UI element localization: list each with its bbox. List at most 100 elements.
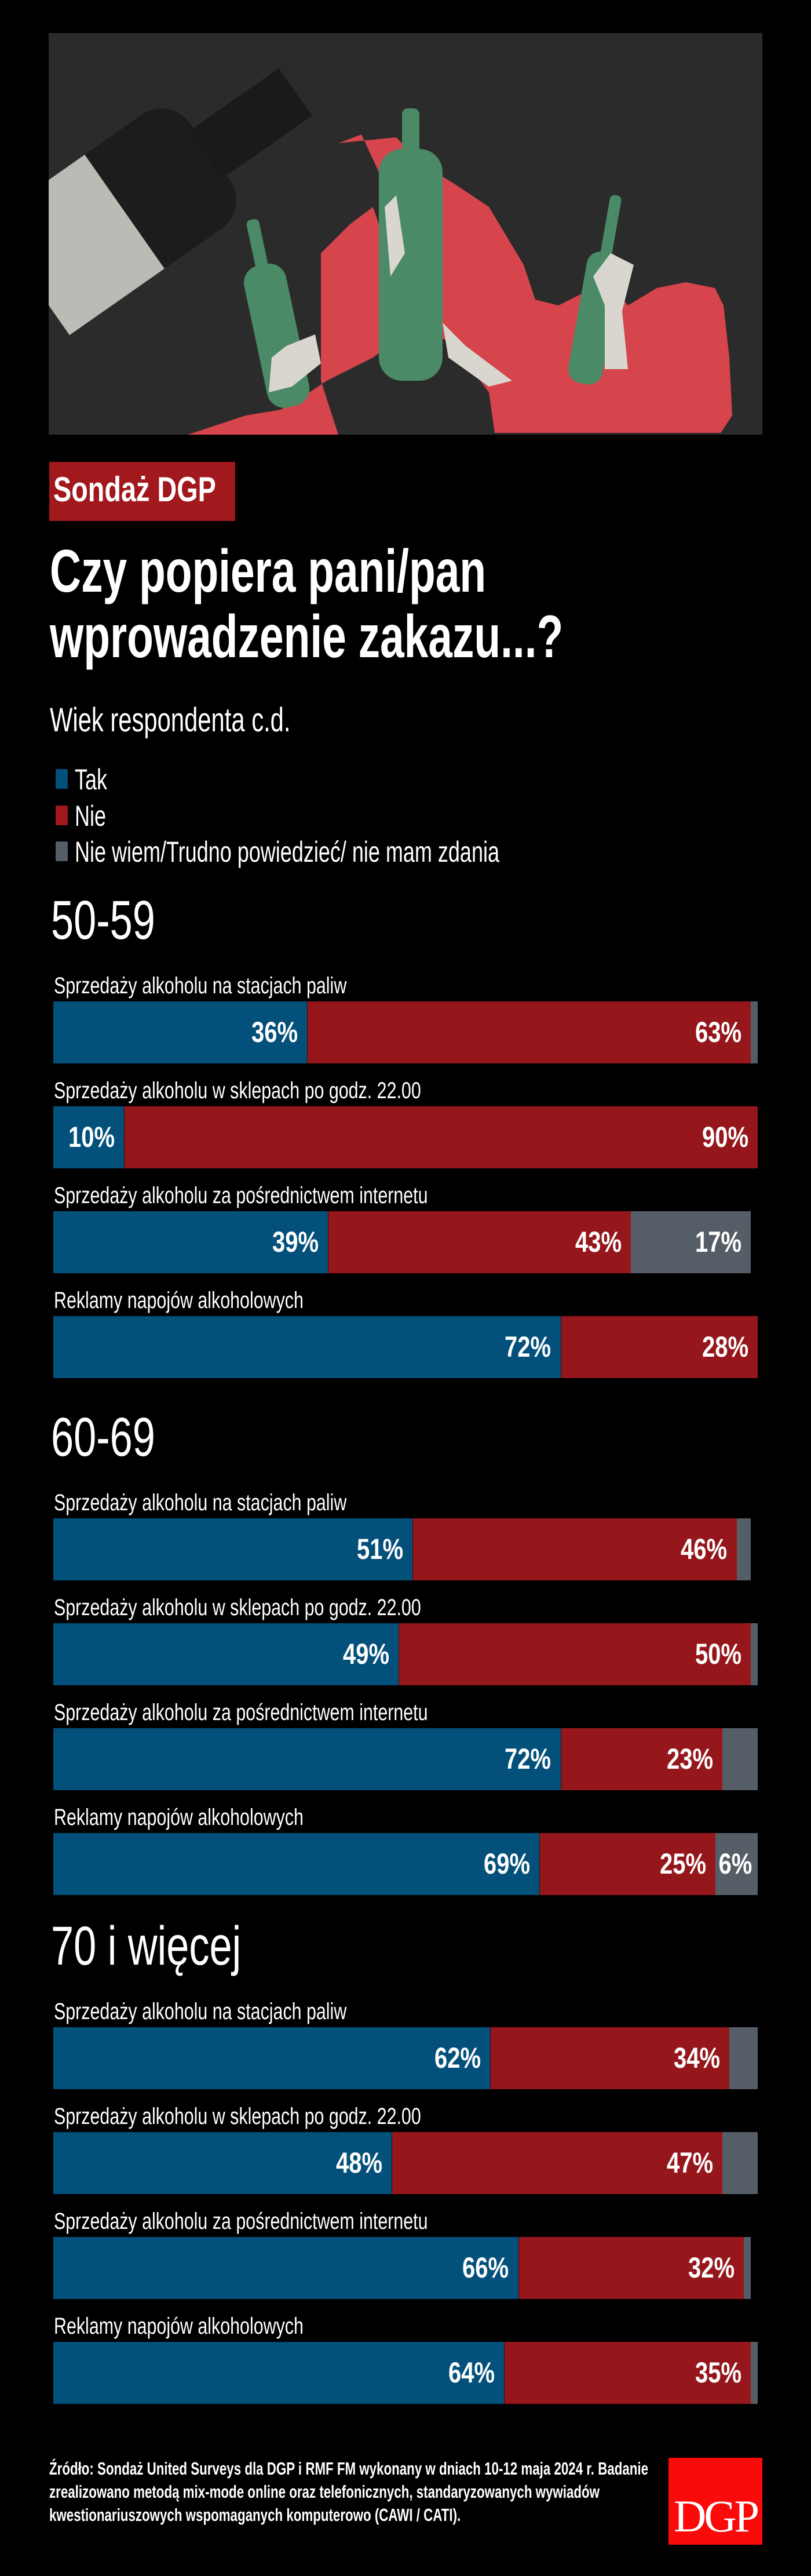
stacked-bar: 39% 43% 17% [53,1211,758,1273]
page-title: Czy popiera pani/pan wprowadzenie zakazu… [50,539,763,670]
row-label-text: Sprzedaży alkoholu w sklepach po godz. 2… [54,1078,421,1103]
bar-segment-tak: 36% [53,1001,307,1063]
row-label: Sprzedaży alkoholu na stacjach paliw [54,2000,439,2023]
bar-segment-nie-wiem [736,1518,751,1580]
stacked-bar: 36% 63% [53,1001,758,1063]
bar-segment-tak: 72% [53,1316,561,1378]
subtitle-text: Wiek respondenta c.d. [50,701,291,739]
pct-nie: 35% [695,2356,741,2389]
dgp-logo-icon: DGP [673,2491,759,2541]
pct-nie-wiem: 17% [695,1226,741,1258]
stacked-bar: 10% 90% [53,1106,758,1168]
stacked-bar: 62% 34% [53,2027,758,2089]
title-line-2: wprowadzenie zakazu...? [50,603,564,671]
pct-nie: 34% [674,2042,721,2074]
bar-segment-nie: 25% [539,1833,716,1895]
pct-tak: 72% [505,1331,551,1363]
row-label-text: Reklamy napojów alkoholowych [54,1805,304,1830]
row-label-text: Sprzedaży alkoholu za pośrednictwem inte… [54,2209,428,2234]
group-heading-50-59: 50-59 [51,893,192,948]
pct-tak: 10% [68,1121,115,1153]
row-label: Sprzedaży alkoholu w sklepach po godz. 2… [54,2105,537,2128]
stacked-bar: 66% 32% [53,2237,758,2299]
stacked-bar: 49% 50% [53,1623,758,1685]
bar-segment-nie-wiem [722,1728,758,1790]
row-label-text: Sprzedaży alkoholu na stacjach paliw [54,973,347,999]
pct-tak: 64% [448,2356,495,2389]
pct-nie: 90% [702,1121,748,1153]
pct-nie: 46% [681,1533,728,1565]
hero-illustration [49,33,762,435]
bar-segment-tak: 64% [53,2342,505,2404]
bar-segment-tak: 66% [53,2237,518,2299]
row-label-text: Sprzedaży alkoholu za pośrednictwem inte… [54,1183,428,1208]
row-label-text: Reklamy napojów alkoholowych [54,1288,304,1313]
row-label-text: Sprzedaży alkoholu za pośrednictwem inte… [54,1700,428,1725]
legend-swatch-tak-icon [56,769,68,789]
pct-tak: 51% [357,1533,404,1565]
bar-segment-tak: 72% [53,1728,561,1790]
bar-segment-nie: 63% [306,1001,751,1063]
row-label: Sprzedaży alkoholu za pośrednictwem inte… [54,2210,546,2233]
bar-segment-nie: 28% [560,1316,758,1378]
pct-tak: 36% [251,1016,298,1048]
pct-tak: 48% [335,2147,382,2179]
pct-nie: 25% [659,1848,707,1880]
bar-segment-tak: 69% [53,1833,540,1895]
stacked-bar: 64% 35% [53,2342,758,2404]
bottles-hands-illustration-icon [49,33,762,435]
row-label: Sprzedaży alkoholu na stacjach paliw [54,974,439,997]
bar-segment-nie: 23% [560,1728,723,1790]
pct-nie: 32% [688,2251,735,2284]
stacked-bar: 72% 28% [53,1316,758,1378]
survey-badge: Sondaż DGP [49,462,235,521]
bar-segment-nie-wiem: 6% [715,1833,758,1895]
subtitle: Wiek respondenta c.d. [50,704,384,737]
source-text: Źródło: Sondaż United Surveys dla DGP i … [49,2458,649,2525]
bar-segment-nie-wiem [750,1623,758,1685]
pct-tak: 39% [272,1226,319,1258]
bar-segment-tak: 39% [53,1211,328,1273]
legend-label: Nie wiem/Trudno powiedzieć/ nie mam zdan… [75,836,499,868]
stacked-bar: 69% 25% 6% [53,1833,758,1895]
pct-nie-wiem: 6% [718,1848,752,1880]
stacked-bar: 51% 46% [53,1518,758,1580]
bar-segment-nie: 35% [504,2342,751,2404]
stacked-bar: 48% 47% [53,2132,758,2194]
row-label: Sprzedaży alkoholu w sklepach po godz. 2… [54,1596,537,1619]
legend-swatch-nie-wiem-icon [56,841,68,861]
pct-nie: 43% [575,1226,622,1258]
stacked-bar: 72% 23% [53,1728,758,1790]
bar-segment-tak: 51% [53,1518,413,1580]
bar-segment-tak: 48% [53,2132,392,2194]
row-label-text: Reklamy napojów alkoholowych [54,2313,304,2339]
dgp-logo: DGP [668,2458,762,2545]
badge-label: Sondaż DGP [53,470,216,509]
pct-nie: 28% [702,1331,748,1363]
row-label: Sprzedaży alkoholu za pośrednictwem inte… [54,1184,546,1207]
bar-segment-tak: 62% [53,2027,490,2089]
bar-segment-nie: 32% [518,2237,744,2299]
bar-segment-nie: 43% [328,1211,631,1273]
source-note: Źródło: Sondaż United Surveys dla DGP i … [49,2457,652,2527]
group-heading-text: 50-59 [51,890,155,951]
pct-nie: 47% [667,2147,714,2179]
row-label: Reklamy napojów alkoholowych [54,1806,382,1829]
row-label: Reklamy napojów alkoholowych [54,2315,382,2338]
row-label-text: Sprzedaży alkoholu na stacjach paliw [54,1999,347,2024]
pct-tak: 66% [462,2251,509,2284]
group-heading-text: 60-69 [51,1407,155,1468]
bar-segment-nie: 90% [123,1106,758,1168]
bar-segment-tak: 10% [53,1106,124,1168]
pct-nie: 63% [695,1016,741,1048]
row-label: Reklamy napojów alkoholowych [54,1289,382,1312]
bar-segment-nie-wiem [750,2342,758,2404]
bar-segment-nie: 46% [412,1518,737,1580]
group-heading-60-69: 60-69 [51,1410,192,1465]
pct-tak: 72% [505,1743,551,1775]
bar-segment-nie-wiem [750,1001,758,1063]
legend-label: Tak [75,763,108,796]
group-heading-text: 70 i więcej [51,1915,242,1977]
bar-segment-nie: 50% [398,1623,751,1685]
row-label-text: Sprzedaży alkoholu na stacjach paliw [54,1490,347,1515]
